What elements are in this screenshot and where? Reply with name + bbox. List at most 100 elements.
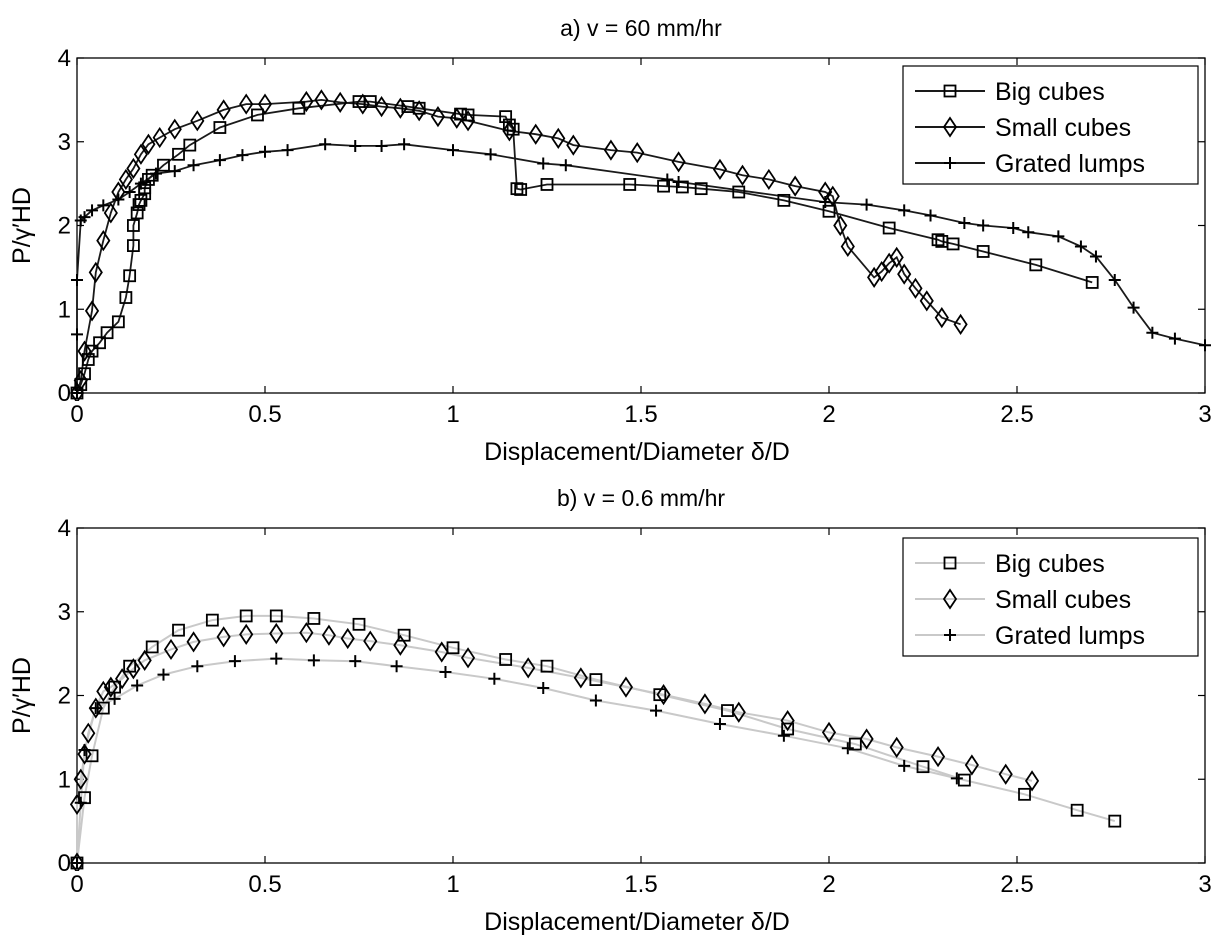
chart-a-data-point-square [251, 108, 264, 122]
chart-a-data-point-square [822, 204, 836, 218]
chart-a-data-point-square [976, 245, 990, 258]
chart-a-series-line-diamond [76, 98, 961, 394]
chart-a-data-point-plus [559, 159, 572, 172]
chart-a-data-point-diamond [840, 235, 855, 258]
chart-a-data-point-plus [672, 175, 685, 188]
chart-a-data-point-square [127, 239, 140, 253]
chart-a-data-point-plus [898, 204, 911, 217]
chart-a-data-point-diamond [190, 110, 205, 132]
chart-b-data-point-diamond [521, 657, 536, 679]
chart-a-data-point-square [100, 326, 114, 340]
chart-b-data-point-diamond [573, 667, 588, 689]
chart-b-data-point-diamond [69, 852, 85, 871]
chart-a: a) v = 60 mm/hr 0 0.5 1 1.5 2 2.5 3 0 1 2 3 4 Displac… [8, 15, 1212, 466]
chart-b-data-point-diamond [299, 622, 314, 644]
chart-a-data-point-plus [1089, 250, 1102, 263]
chart-a-data-point-plus [924, 209, 937, 222]
chart-a-x-tick-label: 0 [70, 401, 83, 428]
chart-b-data-point-diamond [77, 743, 92, 765]
chart-a-data-point-plus [71, 328, 83, 341]
chart-a-data-point-diamond [216, 99, 231, 121]
chart-b-data-point-diamond [88, 697, 103, 719]
chart-a-y-tick-label: 4 [58, 45, 71, 72]
chart-b-data-area [69, 609, 1122, 871]
chart-b-data-point-square [540, 659, 554, 673]
chart-a-y-tick-label: 1 [58, 296, 71, 323]
chart-a-data-point-diamond [788, 175, 803, 197]
chart-b-x-tick-label: 0 [70, 871, 83, 898]
chart-a-data-point-plus [1127, 301, 1140, 314]
chart-b-x-tick-label: 3 [1198, 871, 1211, 898]
chart-b-data-point-square [781, 722, 795, 736]
chart-b-legend-label: Grated lumps [995, 622, 1145, 650]
chart-a-data-point-square [946, 237, 960, 251]
chart-a-data-point-plus [860, 198, 873, 211]
chart-b-data-point-plus [89, 702, 102, 715]
chart-a-data-point-diamond [712, 158, 728, 181]
chart-a-data-point-plus [484, 148, 497, 161]
chart-a-data-point-square [157, 158, 170, 172]
chart-a-data-point-plus [661, 173, 674, 186]
chart-a-data-point-square [85, 344, 99, 358]
chart-b-data-point-square [145, 640, 159, 654]
chart-a-data-point-plus [149, 167, 162, 180]
chart-a-data-point-plus [375, 139, 388, 152]
chart-b-data-point-square [108, 680, 121, 694]
chart-a-data-point-square [123, 269, 137, 283]
chart-b-data-point-square [172, 623, 185, 637]
chart-b-data-point-diamond [186, 631, 201, 653]
chart-a-data-point-square [138, 181, 152, 195]
chart-b-data-point-diamond [434, 641, 449, 663]
chart-a-data-point-plus [259, 145, 271, 158]
chart-a-data-point-square [172, 147, 185, 161]
chart-a-data-point-plus [1074, 240, 1087, 253]
chart-a-legend-label: Big cubes [995, 78, 1105, 106]
chart-a-data-point-square [882, 221, 896, 235]
chart-b-data-point-diamond [269, 622, 284, 645]
chart-b-x-tick-label: 0.5 [248, 871, 281, 898]
chart-a-data-point-square [142, 173, 155, 186]
chart-b-data-point-square [1108, 814, 1122, 828]
chart-a-data-point-diamond [825, 185, 840, 207]
chart-b-data-point-square [499, 653, 513, 666]
chart-a-x-tick-label: 1 [446, 401, 459, 428]
chart-b-legend-marker-diamond [942, 588, 958, 610]
chart-b-data-point-square [446, 641, 460, 655]
chart-a-data-point-diamond [735, 164, 750, 186]
chart-a-data-point-diamond [152, 126, 167, 149]
chart-b-data-point-diamond [81, 722, 96, 744]
chart-a-data-point-plus [97, 199, 110, 212]
chart-a-data-point-plus [349, 139, 362, 152]
chart-b-data-point-diamond [340, 627, 355, 650]
chart-b-data-point-diamond [656, 684, 671, 706]
chart-a-data-area [69, 89, 1211, 401]
chart-a-data-point-plus [86, 204, 99, 217]
chart-a-data-point-diamond [73, 369, 88, 392]
chart-a-data-point-plus [187, 159, 200, 172]
chart-b-data-point-plus [349, 655, 362, 668]
chart-a-x-tick-label: 1.5 [624, 401, 657, 428]
chart-b-data-point-square [1070, 803, 1084, 817]
chart-a-legend: Big cubes Small cubes Grated lumps [902, 65, 1199, 185]
chart-a-data-point-square [777, 193, 791, 207]
chart-a-data-point-plus [1108, 273, 1121, 286]
chart-b-x-tick-label: 2.5 [1000, 871, 1033, 898]
chart-b-data-point-square [239, 609, 253, 623]
chart-a-data-point-square [363, 95, 377, 108]
chart-a-data-point-diamond [167, 118, 182, 140]
chart-b-data-point-square [848, 737, 862, 751]
chart-a-data-point-square [1085, 276, 1099, 289]
chart-a-data-point-plus [958, 216, 971, 229]
chart-b-y-tick-label: 3 [58, 599, 71, 626]
chart-b-legend-marker-plus [944, 629, 956, 641]
chart-a-data-point-diamond [528, 123, 543, 145]
chart-b-data-point-square [653, 688, 667, 702]
chart-a-data-point-diamond [449, 107, 464, 129]
chart-a-data-point-diamond [833, 214, 848, 237]
chart-a-data-point-square [145, 168, 159, 182]
chart-a-data-point-square [931, 233, 945, 247]
chart-a-legend-marker-diamond [942, 116, 958, 138]
chart-a-data-point-square [127, 219, 140, 232]
chart-b-data-point-diamond [998, 763, 1013, 785]
